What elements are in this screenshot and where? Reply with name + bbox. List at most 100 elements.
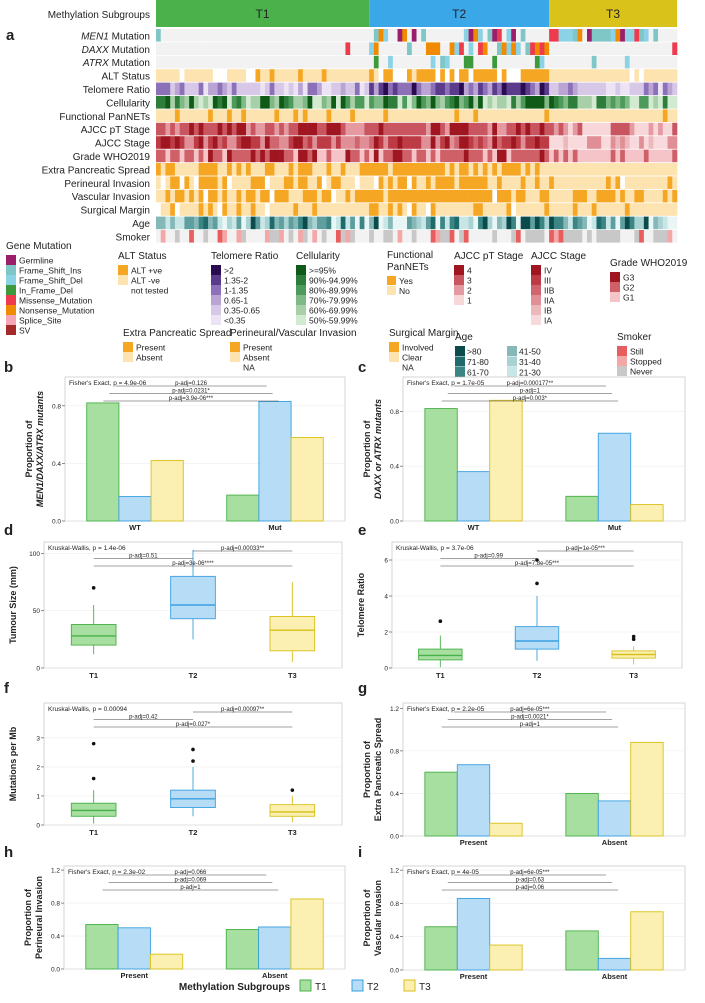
heatmap-cell: [487, 42, 493, 55]
heatmap-cell: [184, 136, 190, 149]
heatmap-cell: [634, 189, 640, 203]
heatmap-cell: [388, 55, 394, 69]
outlier-point: [438, 619, 443, 623]
heatmap-cell: [397, 163, 403, 176]
heatmap-cell: [615, 230, 621, 243]
panel-label-i: i: [358, 844, 362, 861]
legend-swatch: [296, 315, 306, 325]
heatmap-cell: [468, 29, 474, 42]
heatmap-cell: [388, 29, 394, 42]
heatmap-cell: [587, 82, 593, 96]
heatmap-cell: [222, 82, 228, 96]
heatmap-cell: [208, 230, 214, 243]
heatmap-cell: [421, 69, 427, 82]
heatmap-cell: [648, 176, 654, 189]
heatmap-cell: [601, 69, 607, 82]
heatmap-cell: [369, 42, 375, 55]
heatmap-cell: [601, 122, 607, 136]
heatmap-cell: [241, 29, 247, 42]
heatmap-cell: [392, 122, 398, 136]
heatmap-cell: [624, 136, 630, 149]
heatmap-cell: [156, 122, 162, 136]
heatmap-cell: [615, 136, 621, 149]
legend-item-label: Germline: [19, 256, 54, 266]
heatmap-cell: [577, 176, 583, 189]
heatmap-cell: [383, 122, 389, 136]
heatmap-cell: [373, 122, 379, 136]
heatmap-cell: [577, 163, 583, 176]
heatmap-cell: [373, 82, 379, 96]
heatmap-cell: [563, 136, 569, 149]
heatmap-cell: [515, 109, 521, 122]
heatmap-cell: [402, 176, 408, 189]
heatmap-cell: [264, 29, 270, 42]
heatmap-cell: [189, 55, 195, 69]
legend-swatch: [507, 367, 517, 377]
heatmap-cell: [672, 122, 678, 136]
heatmap-cell: [156, 203, 162, 216]
heatmap-cell: [662, 42, 668, 55]
heatmap-cell: [454, 96, 460, 109]
heatmap-cell: [174, 55, 180, 69]
heatmap-cell: [335, 216, 342, 230]
legend-item-label: Involved: [402, 343, 434, 353]
heatmap-cell: [283, 230, 289, 243]
heatmap-cell: [307, 149, 313, 163]
heatmap-cell: [203, 163, 209, 176]
heatmap-cell: [463, 122, 469, 136]
y-axis-label: Extra Pancreatic Spread: [373, 718, 383, 822]
heatmap-cell: [269, 176, 275, 189]
y-tick-label: 0.4: [390, 934, 399, 941]
heatmap-cell: [411, 96, 417, 109]
legend-item-label: 31-40: [519, 357, 541, 367]
heatmap-cell: [241, 230, 247, 243]
heatmap-cell: [350, 29, 356, 42]
heatmap-cell: [208, 163, 214, 176]
heatmap-cell: [525, 216, 531, 230]
heatmap-cell: [549, 136, 555, 149]
heatmap-cell: [335, 69, 342, 82]
heatmap-cell: [549, 122, 555, 136]
bar-T3-Present: [489, 822, 523, 837]
legend-swatch: [389, 352, 399, 362]
heatmap-cell: [620, 203, 626, 216]
heatmap-cell: [388, 109, 394, 122]
heatmap-cell: [440, 149, 446, 163]
heatmap-cell: [279, 230, 285, 243]
heatmap-cell: [245, 122, 252, 136]
heatmap-cell: [411, 136, 417, 149]
heatmap-cell: [487, 216, 493, 230]
heatmap-cell: [624, 216, 630, 230]
heatmap-cell: [601, 149, 607, 163]
heatmap-cell: [354, 109, 360, 122]
heatmap-cell: [591, 216, 597, 230]
heatmap-cell: [416, 149, 422, 163]
heatmap-cell: [170, 149, 176, 163]
heatmap-cell: [620, 136, 626, 149]
heatmap-cell: [487, 122, 493, 136]
heatmap-cell: [544, 230, 550, 243]
heatmap-cell: [198, 96, 204, 109]
heatmap-cell: [648, 149, 654, 163]
heatmap-cell: [222, 203, 228, 216]
heatmap-cell: [156, 96, 162, 109]
heatmap-cell: [193, 122, 199, 136]
p-adj-label: p-adj=0.00097**: [221, 707, 265, 713]
heatmap-cell: [359, 136, 365, 149]
heatmap-cell: [520, 29, 526, 42]
bar-T2-Present: [117, 927, 151, 970]
heatmap-cell: [591, 29, 597, 42]
heatmap-cell: [335, 203, 342, 216]
heatmap-cell: [577, 69, 583, 82]
heatmap-cell: [340, 216, 346, 230]
y-tick-label: 0: [36, 666, 40, 673]
heatmap-cell: [662, 216, 668, 230]
heatmap-cell: [492, 42, 498, 55]
heatmap-cell: [369, 96, 375, 109]
bar-T3-Absent: [290, 898, 324, 970]
heatmap-cell: [591, 109, 597, 122]
heatmap-cell: [463, 216, 469, 230]
heatmap-cell: [288, 69, 294, 82]
